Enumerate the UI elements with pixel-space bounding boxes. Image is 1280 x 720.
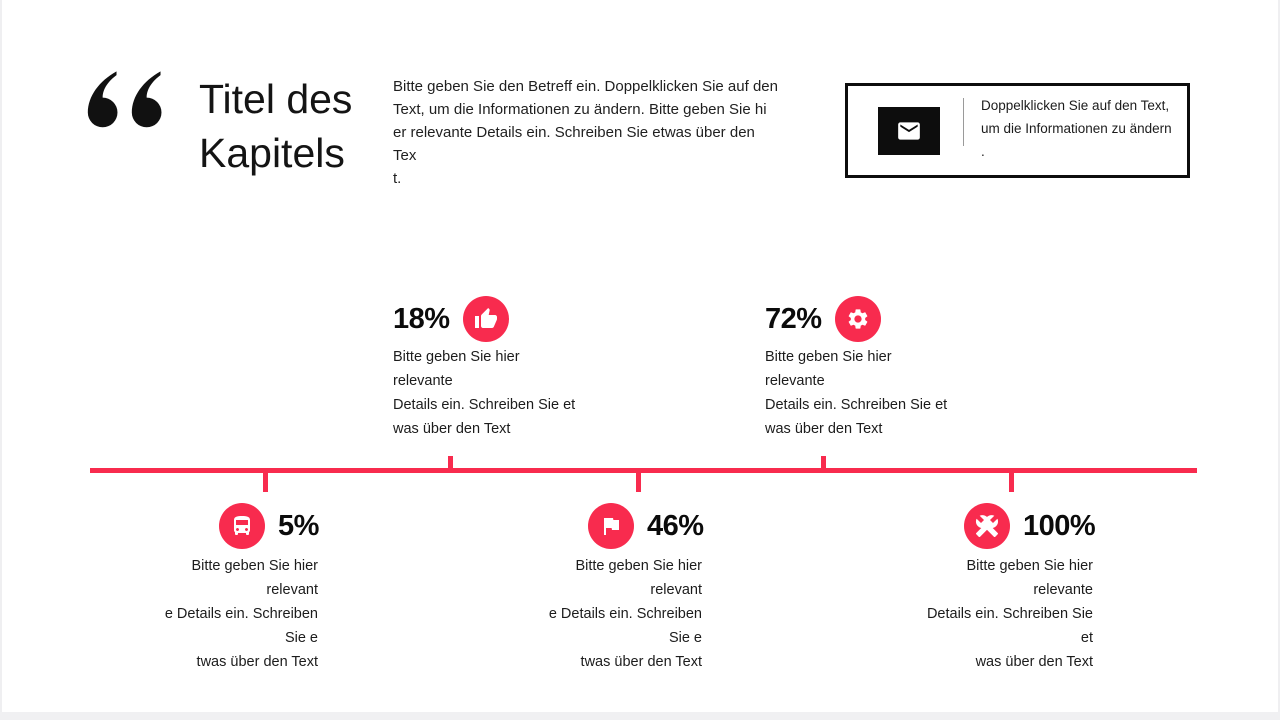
timeline-tick (636, 472, 641, 492)
percent-label: 72% (765, 302, 822, 335)
timeline-tick (448, 456, 453, 469)
item-description[interactable]: Bitte geben Sie hier relevante Details e… (393, 349, 576, 437)
timeline-item-5[interactable]: 5% (219, 503, 319, 549)
slide-edge (0, 712, 1280, 720)
percent-label: 46% (647, 509, 704, 542)
timeline-item-18[interactable]: 18% (393, 296, 509, 342)
timeline-item-100[interactable]: 100% (964, 503, 1096, 549)
item-description[interactable]: Bitte geben Sie hier relevant e Details … (164, 558, 318, 670)
quote-icon (84, 70, 172, 132)
item-description[interactable]: Bitte geben Sie hier relevant e Details … (548, 558, 702, 670)
percent-label: 18% (393, 302, 450, 335)
bus-icon (219, 503, 265, 549)
timeline-item-72[interactable]: 72% (765, 296, 881, 342)
thumbs-up-icon (462, 296, 509, 342)
item-description[interactable]: Bitte geben Sie hier relevante Details e… (926, 558, 1093, 670)
callout-text[interactable]: Doppelklicken Sie auf den Text, um die I… (981, 98, 1172, 159)
intro-text[interactable]: Bitte geben Sie den Betreff ein. Doppelk… (393, 78, 778, 187)
gear-icon (834, 296, 881, 342)
page-title[interactable]: Titel des Kapitels (199, 76, 353, 176)
divider (963, 98, 964, 146)
item-description[interactable]: Bitte geben Sie hier relevante Details e… (765, 349, 948, 437)
tools-icon (964, 503, 1010, 549)
timeline-tick (263, 472, 268, 492)
timeline-item-46[interactable]: 46% (588, 503, 704, 549)
timeline-tick (1009, 472, 1014, 492)
slide-edge (1278, 0, 1280, 720)
envelope-icon (878, 107, 940, 155)
percent-label: 100% (1023, 509, 1096, 542)
slide-edge (0, 0, 2, 720)
timeline-line (90, 468, 1197, 473)
callout-box[interactable]: Doppelklicken Sie auf den Text, um die I… (845, 83, 1190, 178)
percent-label: 5% (278, 509, 319, 542)
flag-icon (588, 503, 634, 549)
timeline-tick (821, 456, 826, 469)
